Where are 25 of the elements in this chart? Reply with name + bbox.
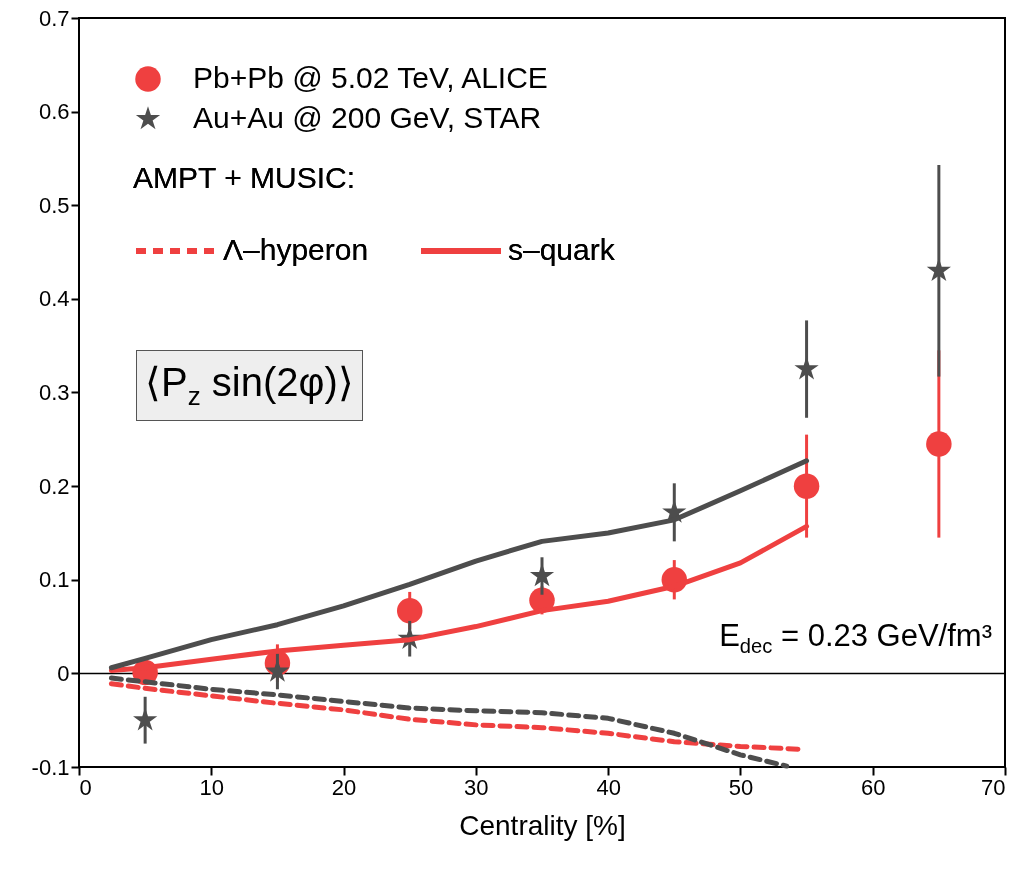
x-tick-label: 10 <box>199 774 225 800</box>
x-tick-label: 50 <box>728 774 754 800</box>
annotation: ⟨P$_{z}$ sin(2φ)⟩ <box>136 350 363 421</box>
legend-label: Pb+Pb @ 5.02 TeV, ALICE <box>193 61 548 94</box>
y-tick-label: 0.4 <box>38 286 70 312</box>
x-axis-title: Centrality [%] <box>459 809 626 841</box>
x-tick-label: 70 <box>981 774 1006 800</box>
x-tick-label: 30 <box>464 774 489 800</box>
legend-label: Λ–hyperon <box>223 233 369 266</box>
y-tick-label: 0.6 <box>38 99 70 125</box>
x-tick-label: 40 <box>596 774 621 800</box>
x-tick-label: 60 <box>860 774 886 800</box>
legend-label: s–quark <box>508 233 616 266</box>
y-tick-label: -0.1 <box>31 754 70 780</box>
annotation: E$_{dec}$ = 0.23 GeV/fm³ <box>719 618 992 659</box>
x-tick-label: 0 <box>79 774 92 800</box>
y-tick-label: 0.3 <box>38 380 70 405</box>
legend-label: Au+Au @ 200 GeV, STAR <box>193 101 542 134</box>
y-tick-label: 0 <box>57 660 70 686</box>
y-tick-label: 0.1 <box>38 567 70 593</box>
x-tick-label: 20 <box>331 774 357 800</box>
y-tick-label: 0.5 <box>38 192 70 218</box>
y-tick-label: 0.2 <box>38 473 70 499</box>
y-tick-label: 0.7 <box>38 5 70 31</box>
legend-title: AMPT + MUSIC: <box>133 161 355 194</box>
